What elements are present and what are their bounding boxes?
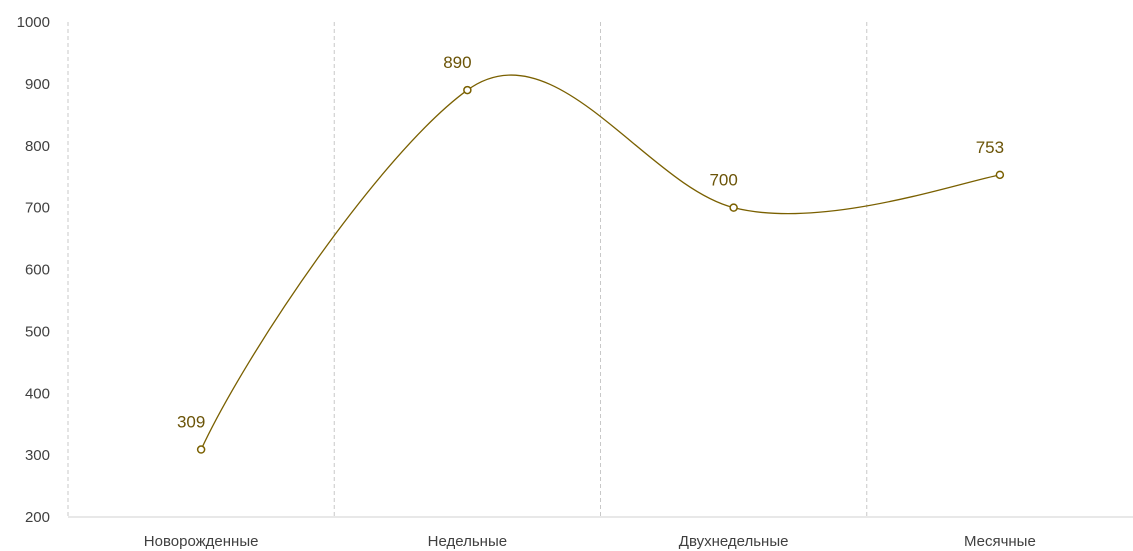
y-tick-label: 700: [25, 200, 50, 217]
y-tick-label: 600: [25, 262, 50, 279]
y-tick-label: 1000: [17, 14, 50, 31]
series-layer: [196, 74, 1005, 454]
data-label: 309: [177, 413, 205, 432]
label-layer: 309 890 700 753: [177, 53, 1004, 431]
x-category-label: Новорожденные: [144, 533, 259, 550]
data-label: 753: [976, 138, 1004, 157]
y-tick-label: 500: [25, 323, 50, 340]
data-label: 890: [443, 53, 471, 72]
x-category-label: Месячные: [964, 533, 1036, 550]
data-point: [729, 203, 738, 212]
series-line: [200, 74, 1001, 450]
data-point: [463, 85, 472, 95]
y-tick-label: 200: [25, 509, 50, 526]
x-category-label: Недельные: [428, 533, 507, 550]
y-tick-label: 300: [25, 447, 50, 464]
data-point: [196, 445, 206, 454]
grid-layer: [67, 22, 868, 517]
y-tick-label: 400: [25, 385, 50, 402]
y-tick-label: 900: [25, 76, 50, 93]
data-point: [995, 170, 1005, 180]
data-label: 700: [709, 171, 737, 190]
axis-layer: 200 300 400 500 600 700 800 900 1000 Новорожденны…: [17, 14, 1133, 550]
y-tick-label: 800: [25, 138, 50, 155]
x-category-label: Двухнедельные: [679, 533, 789, 550]
